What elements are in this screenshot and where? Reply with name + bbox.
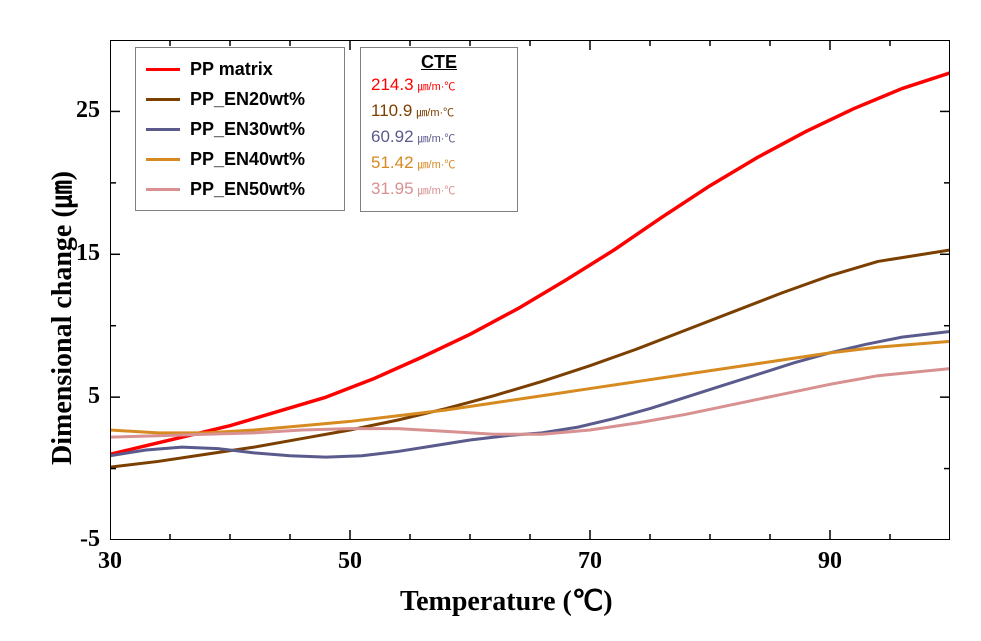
x-tick-label: 90	[810, 548, 850, 575]
legend-item: PP_EN30wt%	[146, 114, 334, 144]
y-tick-label: -5	[80, 526, 100, 553]
cte-value: 51.42	[371, 153, 414, 173]
series-line-3	[110, 341, 950, 432]
legend-item: PP_EN40wt%	[146, 144, 334, 174]
legend-swatch	[146, 68, 180, 71]
series-line-2	[110, 331, 950, 457]
cte-unit: ㎛/m·℃	[418, 78, 456, 94]
legend-swatch	[146, 128, 180, 131]
y-axis-label-text: Dimensional change (㎛)	[47, 171, 78, 465]
cte-row: 110.9㎛/m·℃	[371, 101, 507, 127]
cte-value: 214.3	[371, 75, 414, 95]
cte-row: 31.95㎛/m·℃	[371, 179, 507, 205]
y-tick-label: 25	[76, 97, 100, 124]
x-axis-label-text: Temperature (℃)	[400, 586, 613, 617]
cte-title: CTE	[371, 52, 507, 73]
cte-unit: ㎛/m·℃	[416, 104, 454, 120]
legend-swatch	[146, 188, 180, 191]
x-tick-label: 70	[570, 548, 610, 575]
cte-rows: 214.3㎛/m·℃110.9㎛/m·℃60.92㎛/m·℃51.42㎛/m·℃…	[371, 75, 507, 205]
legend: PP matrix PP_EN20wt% PP_EN30wt% PP_EN40wt% P…	[135, 47, 345, 211]
cte-unit: ㎛/m·℃	[418, 182, 456, 198]
cte-unit: ㎛/m·℃	[418, 156, 456, 172]
cte-row: 60.92㎛/m·℃	[371, 127, 507, 153]
cte-row: 51.42㎛/m·℃	[371, 153, 507, 179]
cte-line-chart: Dimensional change (㎛) Temperature (℃) P…	[0, 0, 981, 641]
legend-item: PP_EN50wt%	[146, 174, 334, 204]
cte-values-box: CTE 214.3㎛/m·℃110.9㎛/m·℃60.92㎛/m·℃51.42㎛…	[360, 47, 518, 212]
cte-unit: ㎛/m·℃	[418, 130, 456, 146]
legend-label: PP_EN20wt%	[190, 89, 305, 110]
cte-row: 214.3㎛/m·℃	[371, 75, 507, 101]
y-tick-label: 15	[76, 240, 100, 267]
x-tick-label: 50	[330, 548, 370, 575]
legend-swatch	[146, 98, 180, 101]
cte-value: 110.9	[371, 101, 412, 121]
legend-item: PP matrix	[146, 54, 334, 84]
cte-value: 31.95	[371, 179, 414, 199]
x-axis-label: Temperature (℃)	[400, 584, 613, 618]
legend-label: PP_EN30wt%	[190, 119, 305, 140]
legend-label: PP_EN50wt%	[190, 179, 305, 200]
y-axis-label: Dimensional change (㎛)	[40, 171, 80, 465]
cte-value: 60.92	[371, 127, 414, 147]
y-tick-label: 5	[88, 383, 100, 410]
series-line-4	[110, 369, 950, 438]
legend-label: PP_EN40wt%	[190, 149, 305, 170]
legend-item: PP_EN20wt%	[146, 84, 334, 114]
legend-label: PP matrix	[190, 59, 273, 80]
legend-swatch	[146, 158, 180, 161]
